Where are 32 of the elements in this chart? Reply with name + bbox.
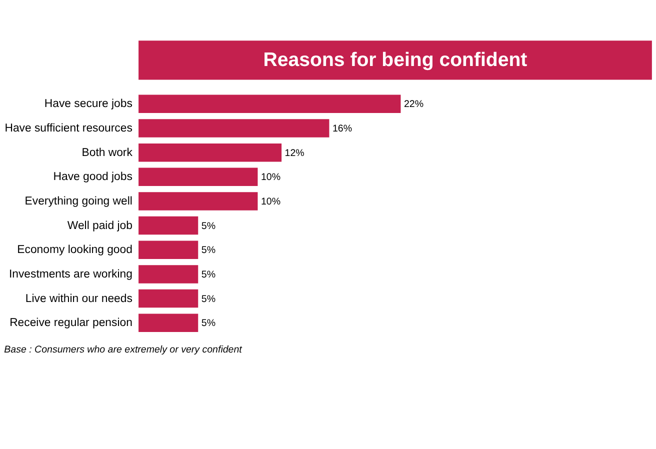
data-label: 22% [404, 99, 424, 110]
bar [138, 240, 198, 259]
y-tick-label: Have good jobs [53, 171, 133, 184]
y-tick-label: Investments are working [8, 268, 132, 280]
bar [138, 168, 258, 186]
data-label: 5% [201, 245, 216, 256]
data-label: 5% [201, 294, 216, 305]
y-tick-label: Well paid job [67, 220, 132, 232]
data-label: 10% [260, 172, 281, 184]
y-tick-label: Both work [82, 146, 133, 159]
y-tick-label: Receive regular pension [10, 317, 132, 330]
bar [138, 143, 282, 162]
bar [138, 94, 401, 114]
bar [138, 192, 258, 210]
y-tick-label: Economy looking good [17, 244, 132, 256]
text: Base : Consumers who are extremely or very confident [4, 344, 244, 356]
bar [138, 265, 198, 284]
data-label: 5% [201, 269, 216, 280]
chart-title: Reasons for being confident [263, 48, 528, 71]
y-tick-label: Live within our needs [25, 292, 133, 305]
data-label: 12% [284, 148, 305, 159]
y-tick-label: Have sufficient resources [4, 122, 133, 135]
bar [138, 314, 198, 332]
bar [138, 119, 330, 138]
y-tick-label: Have secure jobs [44, 98, 133, 110]
bar [138, 216, 198, 235]
data-label: 5% [201, 220, 216, 232]
y-tick-label: Everything going well [24, 195, 132, 208]
data-label: 10% [260, 196, 281, 208]
data-label: 16% [332, 124, 352, 135]
data-label: 5% [201, 318, 216, 330]
bar [138, 289, 198, 308]
